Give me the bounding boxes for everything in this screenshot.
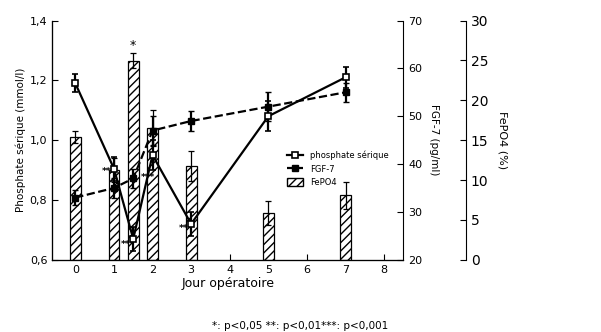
Legend: phosphate sérique, FGF-7, FePO4: phosphate sérique, FGF-7, FePO4 [284,148,392,190]
Bar [128,61,139,260]
Bar [70,137,81,260]
Text: ***: *** [179,224,194,233]
Text: ***: *** [121,240,135,249]
Text: ***: *** [102,167,116,176]
Bar [340,196,351,260]
Bar [186,166,197,260]
Bar [263,213,273,260]
Text: *: p<0,05 **: p<0,01***: p<0,001: *: p<0,05 **: p<0,01***: p<0,001 [212,321,389,331]
Y-axis label: FePO4 (%): FePO4 (%) [498,111,508,169]
Y-axis label: FGF-7 (pg/ml): FGF-7 (pg/ml) [429,105,439,176]
X-axis label: Jour opératoire: Jour opératoire [182,278,274,290]
Text: *: * [130,39,136,52]
Bar [109,170,120,260]
Y-axis label: Phosphate sérique (mmol/l): Phosphate sérique (mmol/l) [15,68,25,212]
Bar [147,128,158,260]
Text: ***: *** [141,173,155,182]
